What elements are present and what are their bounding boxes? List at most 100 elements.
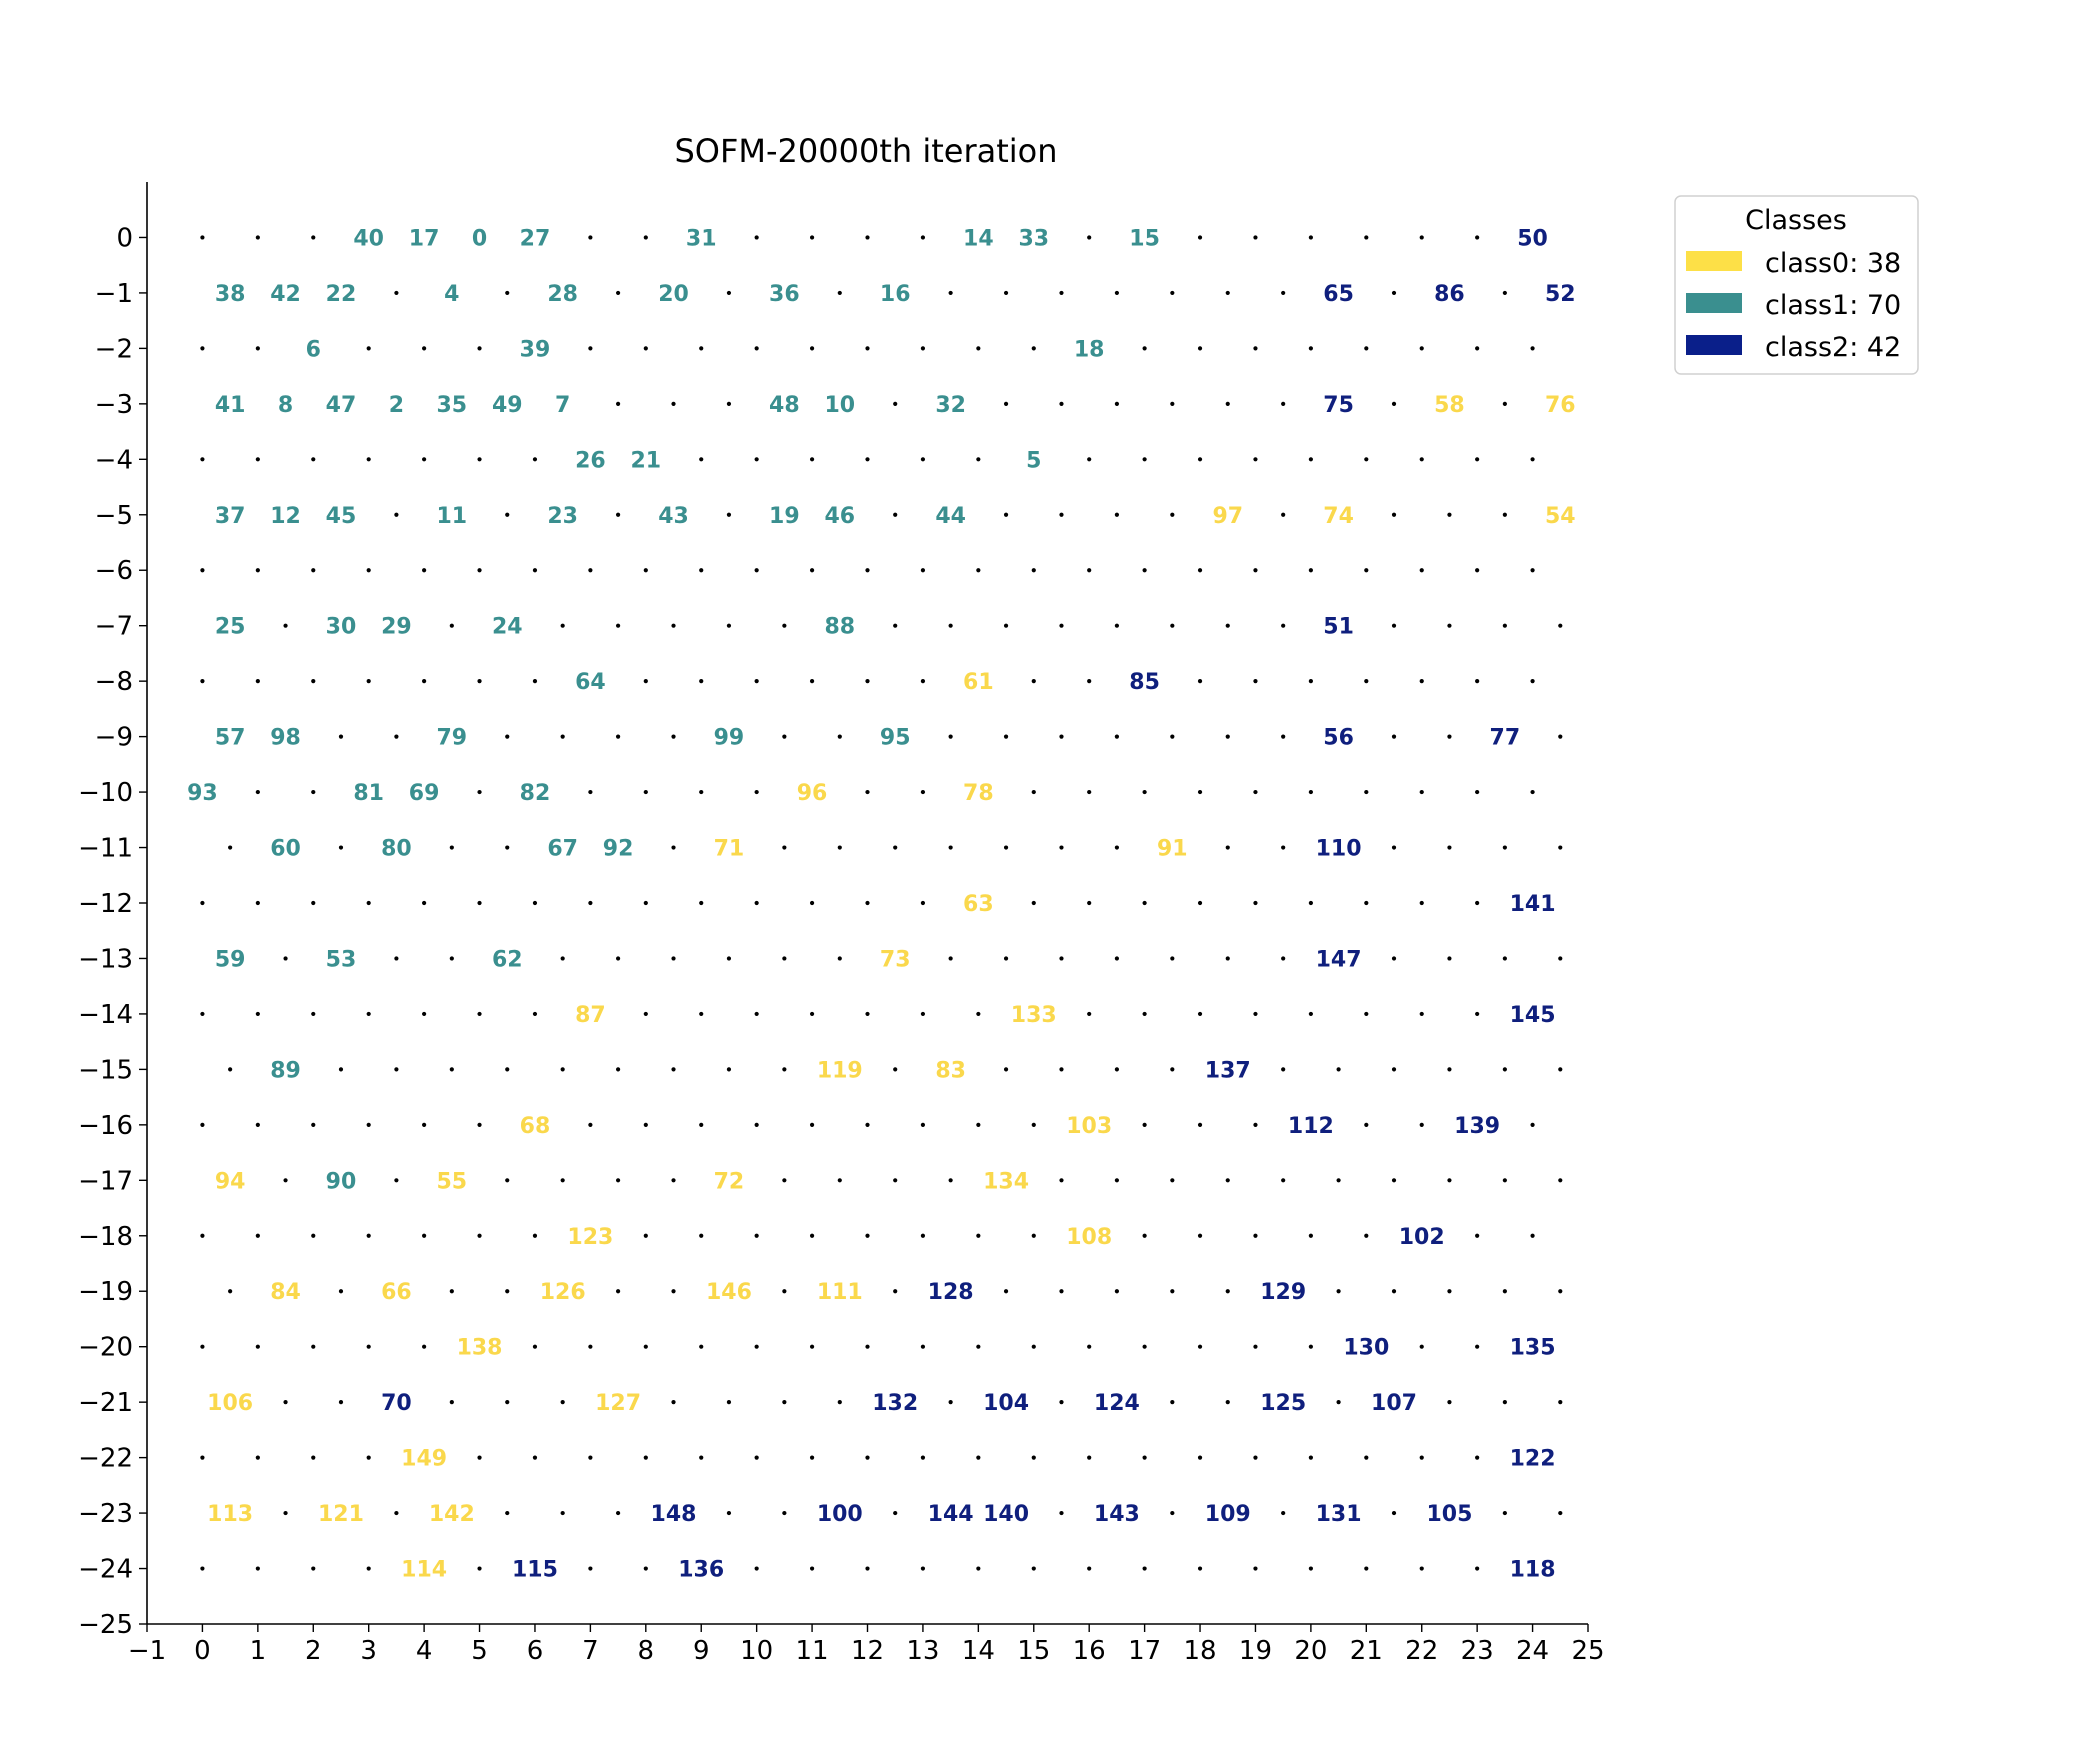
empty-node-dot [671, 845, 676, 850]
y-tick-label: −6 [95, 556, 133, 586]
node-label: 109 [1205, 1502, 1251, 1527]
empty-node-dot [948, 1400, 953, 1405]
node-label: 68 [520, 1114, 551, 1139]
empty-node-dot [1475, 1233, 1480, 1238]
empty-node-dot [754, 1455, 759, 1460]
y-tick-label: −20 [78, 1333, 133, 1363]
node-label: 49 [492, 393, 523, 418]
empty-node-dot [283, 623, 288, 628]
empty-node-dot [920, 679, 926, 684]
empty-node-dot [1475, 457, 1480, 462]
empty-node-dot [643, 1122, 648, 1127]
empty-node-dot [615, 956, 621, 961]
node-label: 48 [769, 393, 800, 418]
node-label: 96 [797, 781, 828, 806]
empty-node-dot [809, 568, 815, 573]
node-label: 28 [547, 282, 578, 307]
y-tick-label: −9 [95, 723, 133, 753]
empty-node-dot [1502, 401, 1507, 406]
node-label: 35 [437, 393, 468, 418]
node-label: 131 [1316, 1502, 1362, 1527]
node-label: 88 [824, 615, 855, 640]
empty-node-dot [865, 1233, 870, 1238]
empty-node-dot [1530, 568, 1535, 573]
empty-node-dot [200, 1122, 205, 1127]
empty-node-dot [394, 1178, 399, 1183]
node-label: 10 [824, 393, 855, 418]
empty-node-dot [1447, 1400, 1452, 1405]
empty-node-dot [948, 1178, 953, 1183]
empty-node-dot [754, 1566, 759, 1571]
empty-node-dot [643, 568, 648, 573]
empty-node-dot [560, 1510, 565, 1516]
empty-node-dot [1391, 401, 1397, 406]
node-label: 134 [983, 1169, 1029, 1194]
empty-node-dot [948, 290, 953, 296]
empty-node-dot [1197, 346, 1203, 351]
node-label: 136 [678, 1558, 724, 1583]
empty-node-dot [893, 512, 898, 517]
empty-node-dot [532, 568, 538, 573]
chart-title: SOFM-20000th iteration [674, 132, 1057, 170]
empty-node-dot [1059, 956, 1064, 961]
node-label: 63 [963, 892, 994, 917]
empty-node-dot [1114, 1289, 1120, 1294]
node-label: 118 [1510, 1558, 1556, 1583]
empty-node-dot [1003, 623, 1009, 628]
empty-node-dot [477, 1455, 482, 1460]
empty-node-dot [449, 1067, 454, 1072]
node-label: 71 [714, 837, 745, 862]
empty-node-dot [338, 1400, 344, 1405]
empty-node-dot [726, 956, 732, 961]
empty-node-dot [311, 1455, 316, 1460]
empty-node-dot [1308, 1011, 1313, 1017]
empty-node-dot [1475, 235, 1480, 240]
node-label: 139 [1454, 1114, 1500, 1139]
empty-node-dot [255, 235, 260, 240]
empty-node-dot [643, 1455, 648, 1460]
node-label: 143 [1094, 1502, 1140, 1527]
y-tick-label: −25 [78, 1610, 133, 1640]
empty-node-dot [1281, 845, 1286, 850]
empty-node-dot [1225, 1289, 1230, 1294]
empty-node-dot [505, 1067, 510, 1072]
x-tick-label: 24 [1516, 1636, 1549, 1666]
node-label: 58 [1434, 393, 1465, 418]
node-label: 6 [306, 337, 321, 362]
empty-node-dot [615, 1510, 621, 1516]
empty-node-dot [1558, 623, 1563, 628]
node-label: 146 [706, 1280, 752, 1305]
x-tick-label: 17 [1128, 1636, 1161, 1666]
empty-node-dot [1114, 290, 1120, 296]
x-tick-label: 9 [693, 1636, 710, 1666]
empty-node-dot [837, 734, 842, 739]
node-label: 5 [1026, 448, 1041, 473]
node-label: 40 [353, 226, 384, 251]
empty-node-dot [1502, 623, 1507, 628]
empty-node-dot [865, 1455, 870, 1460]
node-label: 74 [1323, 504, 1354, 529]
node-label: 98 [270, 726, 301, 751]
empty-node-dot [1419, 235, 1424, 240]
empty-node-dot [283, 1178, 288, 1183]
node-label: 41 [215, 393, 246, 418]
empty-node-dot [1031, 1344, 1036, 1349]
empty-node-dot [1225, 734, 1230, 739]
empty-node-dot [1114, 845, 1120, 850]
empty-node-dot [1419, 1122, 1424, 1127]
node-label: 78 [963, 781, 994, 806]
node-label: 46 [824, 504, 855, 529]
node-label: 93 [187, 781, 218, 806]
empty-node-dot [726, 1510, 732, 1516]
y-tick-label: −2 [95, 334, 133, 364]
empty-node-dot [1447, 1289, 1452, 1294]
empty-node-dot [1197, 679, 1203, 684]
empty-node-dot [782, 1178, 787, 1183]
empty-node-dot [1059, 401, 1064, 406]
empty-node-dot [366, 1566, 371, 1571]
node-label: 55 [437, 1169, 468, 1194]
node-label: 122 [1510, 1447, 1556, 1472]
node-label: 105 [1426, 1502, 1472, 1527]
empty-node-dot [809, 346, 815, 351]
empty-node-dot [976, 1011, 981, 1017]
